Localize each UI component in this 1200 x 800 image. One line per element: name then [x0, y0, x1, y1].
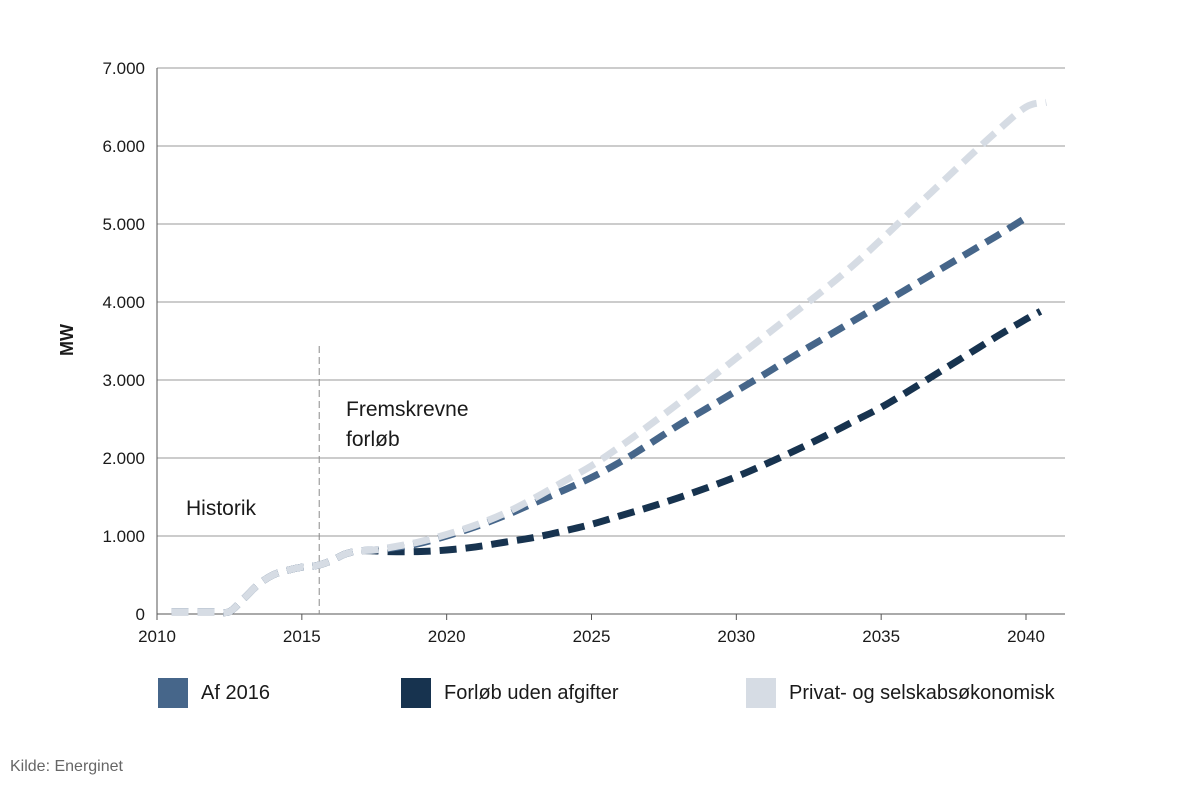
y-tick-label: 6.000 [102, 137, 145, 156]
y-tick-label: 4.000 [102, 293, 145, 312]
y-tick-label: 0 [136, 605, 145, 624]
legend-swatch [158, 678, 188, 708]
legend-item-af-2016: Af 2016 [158, 676, 270, 710]
y-tick-label: 7.000 [102, 59, 145, 78]
legend-item-privat-og-selskabsoekonomisk: Privat- og selskabsøkonomisk [746, 676, 1055, 710]
gridlines [156, 67, 1065, 615]
x-tick-label: 2040 [1007, 627, 1045, 646]
x-tick-label: 2020 [428, 627, 466, 646]
y-tick-label: 1.000 [102, 527, 145, 546]
legend-item-forloeb-uden-afgifter: Forløb uden afgifter [401, 676, 619, 710]
legend-swatch [401, 678, 431, 708]
legend-label: Forløb uden afgifter [444, 681, 619, 704]
x-tick-label: 2010 [138, 627, 176, 646]
legend-label: Af 2016 [201, 681, 270, 704]
series-line-forl-b-uden-afgifter [171, 308, 1043, 617]
y-axis: 0 1.000 2.000 3.000 4.000 5.000 6.000 7.000 [102, 59, 145, 624]
y-tick-label: 3.000 [102, 371, 145, 390]
x-tick-label: 2035 [862, 627, 900, 646]
x-axis: 2010 2015 2020 2025 2030 2035 2040 [138, 614, 1045, 646]
legend-swatch [746, 678, 776, 708]
x-tick-label: 2025 [573, 627, 611, 646]
series-line-privat-og-selskabs-konomisk [171, 98, 1048, 617]
source-note: Kilde: Energinet [10, 758, 123, 775]
y-tick-label: 5.000 [102, 215, 145, 234]
history-annotation: Historik [186, 497, 257, 520]
x-tick-label: 2015 [283, 627, 321, 646]
series-line-af-2016 [171, 214, 1028, 617]
legend: Af 2016 Forløb uden afgifter Privat- og … [0, 676, 1200, 710]
x-tick-label: 2030 [717, 627, 755, 646]
projection-annotation-line1: Fremskrevne [346, 398, 469, 421]
legend-label: Privat- og selskabsøkonomisk [789, 681, 1055, 704]
series-group [171, 98, 1048, 617]
y-tick-label: 2.000 [102, 449, 145, 468]
line-chart: 0 1.000 2.000 3.000 4.000 5.000 6.000 7.000 201… [57, 59, 1065, 646]
y-axis-label: MW [57, 324, 77, 356]
projection-annotation-line2: forløb [346, 428, 400, 451]
